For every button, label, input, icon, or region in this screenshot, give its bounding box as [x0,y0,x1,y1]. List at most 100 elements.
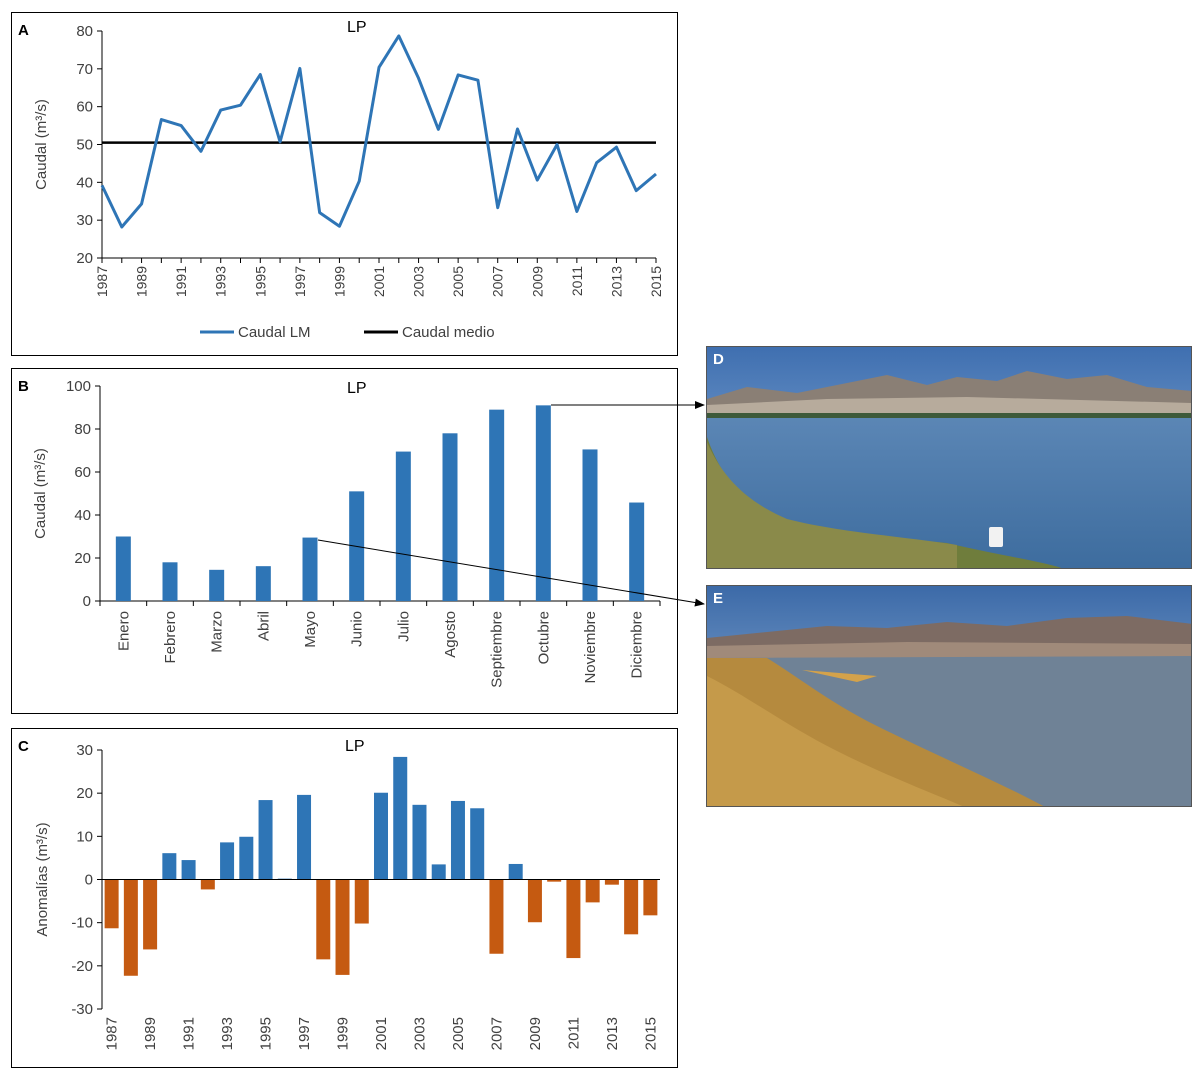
arrow-mayo-to-e [317,539,705,607]
x-tick-label: 2005 [450,1017,467,1050]
bar-1993 [220,842,235,880]
bar-1992 [200,879,215,890]
x-tick-label: 2001 [371,266,387,297]
y-tick-label: 40 [74,507,91,524]
x-tick-label: 1991 [181,1017,198,1050]
bar-2007 [489,879,504,954]
series-line-caudal-lm [100,34,657,229]
x-tick-label: 1989 [142,1017,159,1050]
bar-2003 [412,804,427,880]
x-tick-label: 1987 [94,266,110,297]
x-tick-label: 1993 [213,266,229,297]
x-tick-label: 2007 [488,1017,505,1050]
y-tick-label: 80 [74,421,91,438]
x-tick-label: 2011 [569,266,585,296]
bar-2002 [393,756,408,880]
bar-2008 [508,863,523,880]
bar-2009 [527,879,542,923]
x-tick-label: 1995 [252,266,268,297]
bar-2013 [604,879,619,885]
bar-enero [115,536,131,601]
x-tick-label: Febrero [162,611,179,664]
x-tick-label: 2009 [529,266,545,297]
bar-1997 [297,794,312,880]
x-tick-label: 1989 [134,266,150,297]
bar-2000 [354,879,369,924]
panel-b-title: LP [347,380,367,397]
river-landscape-d-image [707,347,1191,568]
chart-a-svg: 20 30 40 50 60 70 80 1987 1989 1991 1993 1995 1997 19… [33,23,664,341]
panel-c-label: C [18,738,29,755]
bar-1989 [143,879,158,950]
panel-b: B LP 0 20 40 60 80 100 Enero Febrero Marzo Abril M… [11,368,678,714]
bar-1991 [181,860,196,880]
panel-a-label: A [18,22,29,39]
x-tick-label: Abril [255,611,272,641]
x-tick-label: 1999 [335,1017,352,1050]
x-tick-label: 2015 [642,1017,659,1050]
y-tick-label: -10 [71,915,93,932]
y-tick-label: 30 [76,742,93,759]
bar-febrero [162,562,178,601]
bar-2011 [566,879,581,959]
bar-marzo [209,569,225,601]
y-tick-label: 20 [76,785,93,802]
y-axis-label: Anomalías (m³/s) [34,822,51,936]
chart-b-svg: 0 20 40 60 80 100 Enero Febrero Marzo Abril Mayo Ju… [32,378,661,688]
y-tick-label: 50 [76,137,93,154]
photo-e-label: E [713,590,724,607]
panel-b-label: B [18,378,29,395]
y-tick-label: 0 [83,593,91,610]
x-tick-label: 2013 [604,1017,621,1050]
y-tick-label: 100 [66,378,91,395]
x-tick-label: 1997 [296,1017,313,1050]
bar-1994 [239,836,254,880]
y-axis-label: Caudal (m³/s) [33,99,50,190]
x-tick-label: Diciembre [629,611,646,679]
x-tick-label: 2013 [608,266,624,297]
chart-c-svg: -30 -20 -10 0 10 20 30 1987 1989 1991 1993 1995 1997… [34,742,660,1050]
y-tick-label: 60 [74,464,91,481]
x-tick-label: 2015 [648,266,664,297]
y-tick-label: 20 [76,250,93,267]
bar-2010 [547,879,562,882]
x-tick-label: 1987 [104,1017,121,1050]
bar-julio [395,451,411,601]
y-axis-label: Caudal (m³/s) [32,448,49,539]
panel-a-title: LP [347,19,367,36]
river-landscape-e-image [707,586,1191,806]
bar-mayo [302,537,318,601]
bar-2001 [374,792,388,880]
x-tick-label: Mayo [302,611,319,648]
x-tick-label: 2001 [373,1017,390,1050]
x-tick-label: 1993 [219,1017,236,1050]
panel-c-title: LP [345,738,365,755]
x-tick-label: 2003 [411,266,427,297]
bar-2006 [470,808,485,880]
bar-1998 [316,879,331,960]
panel-a: A LP 20 30 40 50 60 70 80 1987 1989 1991 1993 1995 1… [11,12,678,356]
bar-septiembre [489,409,505,601]
bar-1987 [104,879,119,929]
x-tick-label: Julio [395,611,412,642]
bar-octubre [535,405,551,601]
x-tick-label: Agosto [442,611,459,658]
x-tick-label: 2005 [450,266,466,297]
bar-1995 [258,800,273,880]
x-tick-label: 2009 [527,1017,544,1050]
photo-e: E [706,585,1192,807]
y-tick-label: 70 [76,61,93,78]
x-tick-label: Marzo [209,611,226,653]
x-tick-label: Noviembre [582,611,599,684]
x-tick-label: 2007 [490,266,506,297]
bar-noviembre [582,449,598,601]
bar-2005 [450,800,465,880]
bar-1990 [162,853,177,880]
y-tick-label: 80 [76,23,93,40]
y-tick-label: 40 [76,174,93,191]
photo-d: D [706,346,1192,569]
bar-2004 [431,864,446,880]
y-tick-label: 30 [76,212,93,229]
bar-diciembre [629,502,645,601]
y-tick-label: 0 [85,872,93,889]
